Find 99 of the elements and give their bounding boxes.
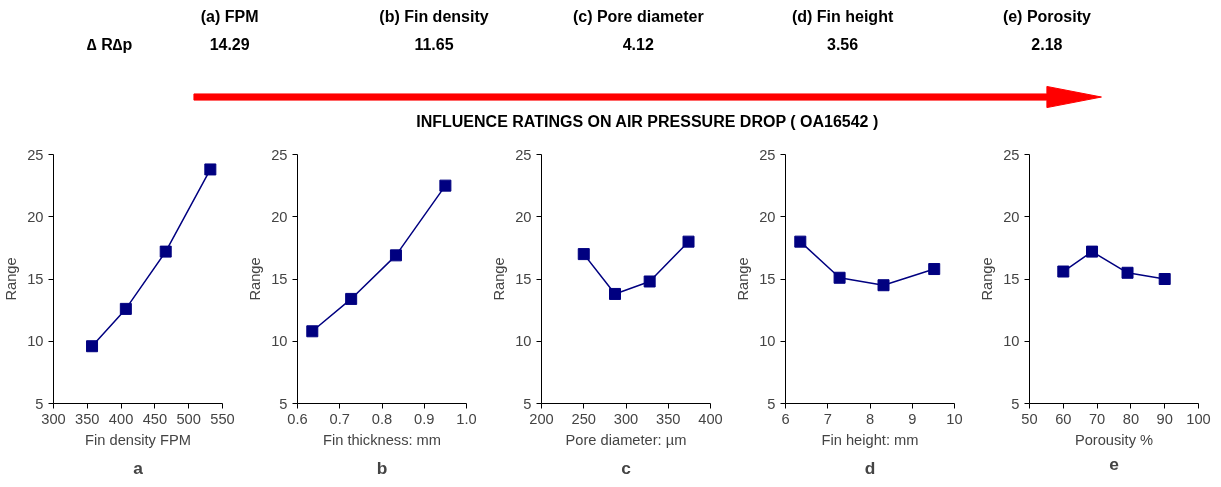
x-tick-label: 80 — [1122, 410, 1140, 427]
x-axis-title: Pore diameter: µm — [565, 431, 687, 448]
data-label: 2.18 — [1031, 36, 1063, 54]
y-axis-title: Range — [491, 257, 508, 301]
x-tick-label: 1.0 — [456, 410, 477, 427]
y-axis-title: Range — [979, 257, 996, 301]
text: d — [864, 457, 876, 478]
x-tick-label: 200 — [529, 410, 554, 427]
y-axis-title: Range — [3, 257, 20, 301]
data-label: 4.12 — [622, 36, 654, 54]
point — [345, 292, 358, 305]
point — [577, 248, 590, 261]
y-tick-label: 10 — [27, 333, 44, 350]
text: ∆ R∆p — [86, 35, 133, 53]
text: e — [1109, 453, 1120, 474]
text: a — [133, 457, 144, 478]
x-axis-title: Porousity % — [1074, 431, 1154, 448]
data-label: 11.65 — [414, 36, 454, 54]
x-axis-title: Fin thickness: mm — [322, 431, 442, 448]
point — [389, 249, 402, 262]
point — [833, 271, 846, 284]
category-label: (e) Porosity — [1002, 7, 1092, 25]
point — [877, 279, 890, 292]
y-tick-label: 15 — [27, 271, 44, 287]
y-tick-label: 20 — [515, 208, 532, 225]
point — [1057, 265, 1070, 278]
y-tick-label: 5 — [767, 395, 776, 412]
y-tick-label: 15 — [1003, 271, 1020, 287]
point — [439, 179, 452, 192]
y-tick-label: 5 — [523, 395, 532, 412]
text: b — [376, 457, 388, 478]
x-tick-label: 350 — [656, 410, 681, 427]
x-tick-label: 90 — [1156, 410, 1173, 427]
point — [86, 340, 99, 353]
x-tick-label: 100 — [1186, 410, 1211, 427]
y-tick-label: 20 — [27, 208, 44, 225]
x-tick-label: 250 — [571, 410, 596, 427]
y-tick-label: 20 — [271, 208, 288, 225]
text: c — [621, 457, 632, 478]
x-tick-label: 450 — [142, 410, 168, 427]
x-tick-label: 9 — [908, 410, 917, 427]
x-tick-label: 300 — [613, 410, 639, 427]
point — [794, 235, 807, 248]
x-tick-label: 10 — [946, 410, 963, 427]
x-tick-label: 0.8 — [371, 410, 393, 427]
y-tick-label: 5 — [279, 395, 288, 412]
y-tick-label: 15 — [759, 271, 776, 287]
data-label: 3.56 — [827, 36, 859, 54]
point — [159, 245, 172, 258]
y-axis-title: Range — [247, 257, 264, 301]
point — [928, 263, 941, 276]
x-tick-label: 0.7 — [329, 410, 350, 427]
y-tick-label: 20 — [759, 208, 776, 225]
x-tick-label: 500 — [176, 410, 201, 427]
y-tick-label: 15 — [515, 271, 532, 287]
x-tick-label: 400 — [108, 410, 134, 427]
x-axis-title: Fin density FPM — [85, 431, 191, 448]
x-axis-title: Fin height: mm — [821, 431, 919, 448]
y-tick-label: 10 — [759, 333, 776, 350]
x-tick-label: 60 — [1055, 410, 1072, 427]
x-tick-label: 7 — [823, 410, 832, 427]
category-label: (c) Pore diameter — [572, 7, 704, 25]
point — [1121, 266, 1134, 279]
point — [204, 163, 217, 176]
y-tick-label: 25 — [27, 146, 44, 163]
category-label: (a) FPM — [200, 7, 259, 25]
x-tick-label: 300 — [41, 410, 66, 427]
y-tick-label: 5 — [35, 395, 44, 412]
y-axis-title: Range — [735, 257, 752, 301]
x-tick-label: 0.6 — [287, 410, 308, 427]
x-tick-label: 550 — [210, 410, 235, 427]
y-tick-label: 10 — [271, 333, 288, 350]
category-label: (b) Fin density — [379, 7, 489, 25]
y-tick-label: 5 — [1011, 395, 1020, 412]
x-tick-label: 50 — [1021, 410, 1038, 427]
y-tick-label: 10 — [515, 333, 532, 350]
y-tick-label: 25 — [271, 146, 288, 163]
y-tick-label: 25 — [1003, 146, 1020, 163]
data-label: 14.29 — [209, 36, 250, 54]
x-tick-label: 70 — [1088, 410, 1106, 427]
y-tick-label: 25 — [515, 146, 532, 163]
point — [643, 275, 656, 288]
y-tick-label: 10 — [1003, 333, 1020, 350]
x-tick-label: 350 — [75, 410, 100, 427]
point — [306, 325, 319, 338]
point — [682, 235, 695, 248]
category-label: (d) Fin height — [791, 7, 894, 25]
point — [119, 302, 132, 315]
point — [1086, 245, 1099, 258]
x-tick-label: 400 — [698, 410, 723, 427]
text: INFLUENCE RATINGS ON AIR PRESSURE DROP ( OA16542 ) — [416, 113, 879, 131]
x-tick-label: 6 — [781, 410, 790, 427]
y-tick-label: 20 — [1003, 208, 1020, 225]
point — [1158, 273, 1171, 285]
x-tick-label: 8 — [865, 410, 875, 427]
y-tick-label: 15 — [271, 271, 288, 287]
x-tick-label: 0.9 — [414, 410, 435, 427]
point — [609, 287, 622, 300]
y-tick-label: 25 — [759, 146, 776, 163]
